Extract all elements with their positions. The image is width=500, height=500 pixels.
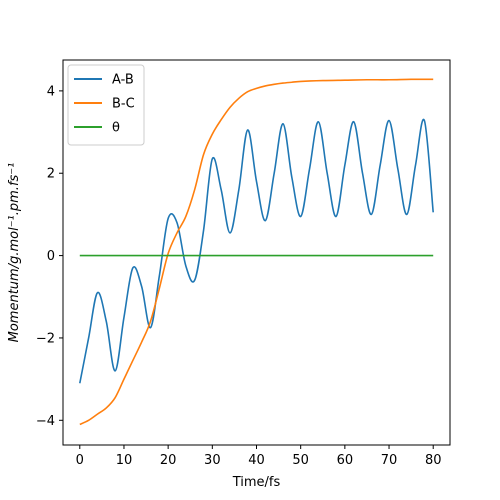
y-axis-label: Momentum/g.mol⁻¹.pm.fs⁻¹: [7, 163, 22, 343]
y-tick-label: 4: [47, 84, 55, 99]
legend-label: B-C: [112, 97, 135, 112]
legend-label: θ: [112, 121, 120, 136]
x-tick-label: 20: [160, 453, 177, 468]
x-tick-label: 80: [425, 453, 442, 468]
series-line-B-C: [79, 78, 434, 426]
x-axis: 0 10 20 30 40 50 60 70 80: [76, 445, 442, 468]
series-line-A-B: [79, 118, 435, 384]
y-tick-label: 2: [47, 167, 55, 182]
legend-label: A-B: [112, 73, 134, 88]
x-tick-label: 0: [76, 453, 84, 468]
y-tick-label: 0: [47, 249, 55, 264]
x-tick-label: 40: [248, 453, 265, 468]
legend-box: [67, 64, 145, 146]
x-tick-label: 10: [116, 453, 133, 468]
legend: A-B B-C θ: [67, 64, 145, 146]
x-tick-label: 30: [204, 453, 221, 468]
series-layer: [79, 78, 435, 426]
y-axis: −4 −2 0 2 4: [36, 84, 63, 429]
x-tick-label: 50: [292, 453, 309, 468]
x-tick-label: 70: [381, 453, 398, 468]
y-tick-label: −2: [36, 331, 55, 346]
x-axis-label: Time/fs: [232, 475, 281, 490]
x-tick-label: 60: [337, 453, 354, 468]
y-tick-label: −4: [36, 414, 55, 429]
